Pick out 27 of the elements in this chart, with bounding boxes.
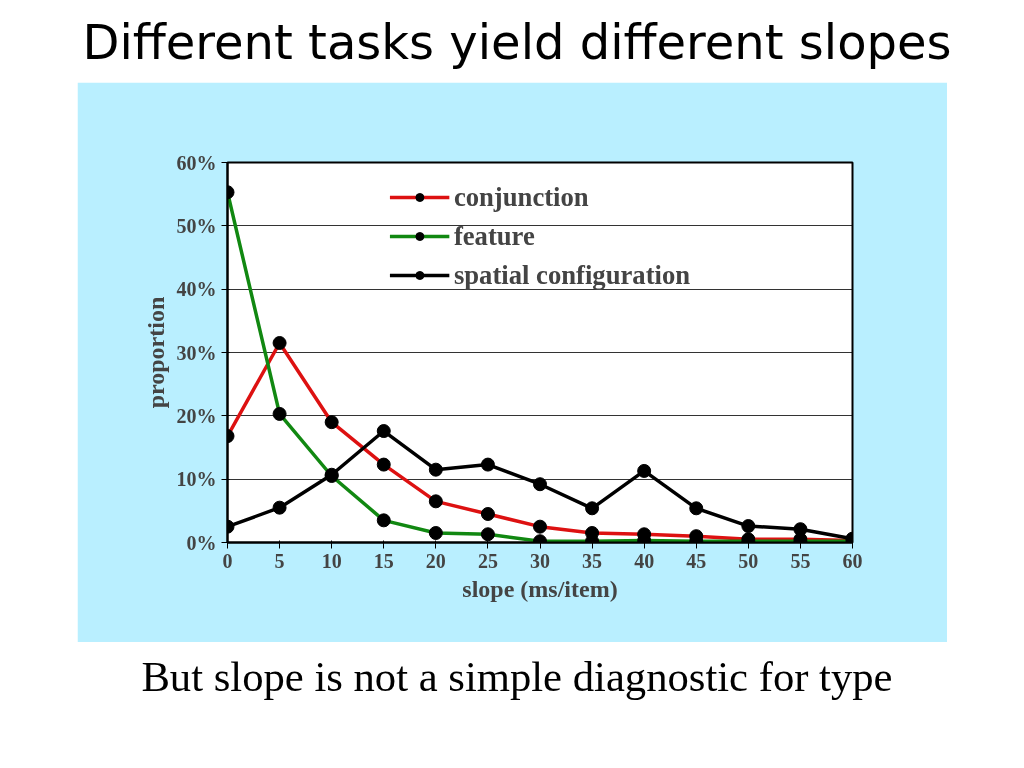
x-tick-label: 5 xyxy=(274,549,285,572)
x-tick-label: 20 xyxy=(425,549,446,572)
x-tick-label: 45 xyxy=(686,549,707,572)
legend-label: conjunction xyxy=(453,181,589,213)
x-tick-label: 35 xyxy=(582,549,603,572)
y-tick-label: 60% xyxy=(176,151,217,174)
x-tick-label: 25 xyxy=(477,549,498,572)
x-axis-title: slope (ms/item) xyxy=(462,575,618,602)
x-tick-label: 60 xyxy=(842,549,863,572)
y-tick-label: 40% xyxy=(176,277,217,300)
y-tick-label: 20% xyxy=(176,404,217,427)
text: But slope is not a simple diagnostic for type xyxy=(141,651,893,702)
x-tick-label: 50 xyxy=(738,549,759,572)
y-axis-title: proportion xyxy=(142,296,169,408)
x-tick-label: 0 xyxy=(222,549,233,572)
x-tick-label: 10 xyxy=(321,549,342,572)
y-tick-label: 30% xyxy=(176,341,217,364)
y-tick-label: 0% xyxy=(186,531,217,554)
legend-label: feature xyxy=(453,220,535,252)
y-tick-label: 50% xyxy=(176,214,217,237)
x-tick-label: 40 xyxy=(634,549,655,572)
x-tick-label: 15 xyxy=(373,549,394,572)
chart-title: Different tasks yield different slopes xyxy=(82,13,952,72)
legend-label: spatial configuration xyxy=(453,259,691,291)
x-tick-label: 55 xyxy=(790,549,811,572)
y-tick-label: 10% xyxy=(176,467,217,490)
x-tick-label: 30 xyxy=(530,549,550,572)
